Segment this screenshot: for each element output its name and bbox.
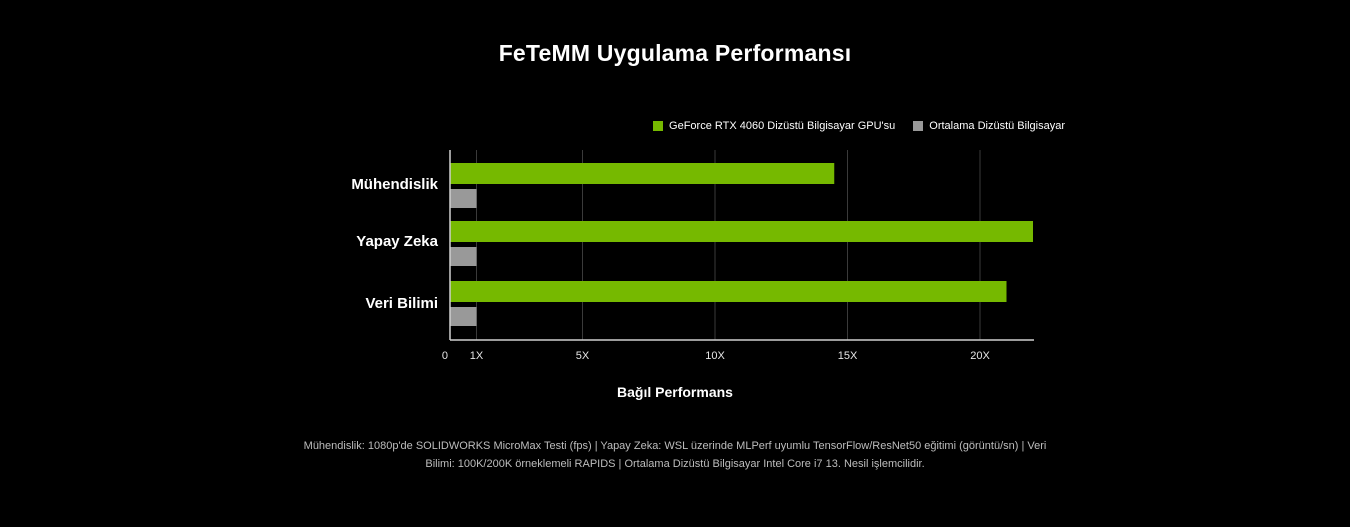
x-tick-label-3: 10X <box>705 350 725 362</box>
bars <box>450 163 1033 326</box>
legend-item-average: Ortalama Dizüstü Bilgisayar <box>913 120 1065 132</box>
legend-swatch-average <box>913 121 924 131</box>
category-label-veri-bilimi: Veri Bilimi <box>365 295 438 312</box>
x-tick-label-0: 0 <box>442 350 448 362</box>
x-tick-label-5: 20X <box>970 350 990 362</box>
bar-average-2 <box>450 307 477 326</box>
legend-label-rtx: GeForce RTX 4060 Dizüstü Bilgisayar GPU'… <box>669 120 896 132</box>
category-label-muhendislik: Mühendislik <box>351 176 438 193</box>
chart-title: FeTeMM Uygulama Performansı <box>498 40 852 66</box>
axes <box>449 150 1034 341</box>
x-tick-label-4: 15X <box>838 350 858 362</box>
bar-average-1 <box>450 247 477 266</box>
chart-legend: GeForce RTX 4060 Dizüstü Bilgisayar GPU'… <box>635 120 1065 132</box>
legend-item-rtx: GeForce RTX 4060 Dizüstü Bilgisayar GPU'… <box>653 120 895 132</box>
x-tick-label-1: 1X <box>470 350 484 362</box>
x-tick-labels: 0 1X 5X 10X 15X 20X <box>442 350 991 362</box>
footnote: Mühendislik: 1080p'de SOLIDWORKS MicroMa… <box>280 437 1070 473</box>
bar-rtx-0 <box>450 163 835 184</box>
legend-label-average: Ortalama Dizüstü Bilgisayar <box>929 120 1065 132</box>
x-axis-label: Bağıl Performans <box>617 384 733 400</box>
x-tick-label-2: 5X <box>576 350 590 362</box>
bar-rtx-2 <box>450 281 1007 302</box>
category-label-yapay-zeka: Yapay Zeka <box>356 233 438 250</box>
footnote-line-2: Bilimi: 100K/200K örneklemeli RAPIDS | O… <box>425 458 925 470</box>
bar-rtx-1 <box>450 221 1033 242</box>
legend-swatch-rtx <box>653 121 664 131</box>
bar-average-0 <box>450 189 477 208</box>
footnote-line-1: Mühendislik: 1080p'de SOLIDWORKS MicroMa… <box>303 440 1047 452</box>
